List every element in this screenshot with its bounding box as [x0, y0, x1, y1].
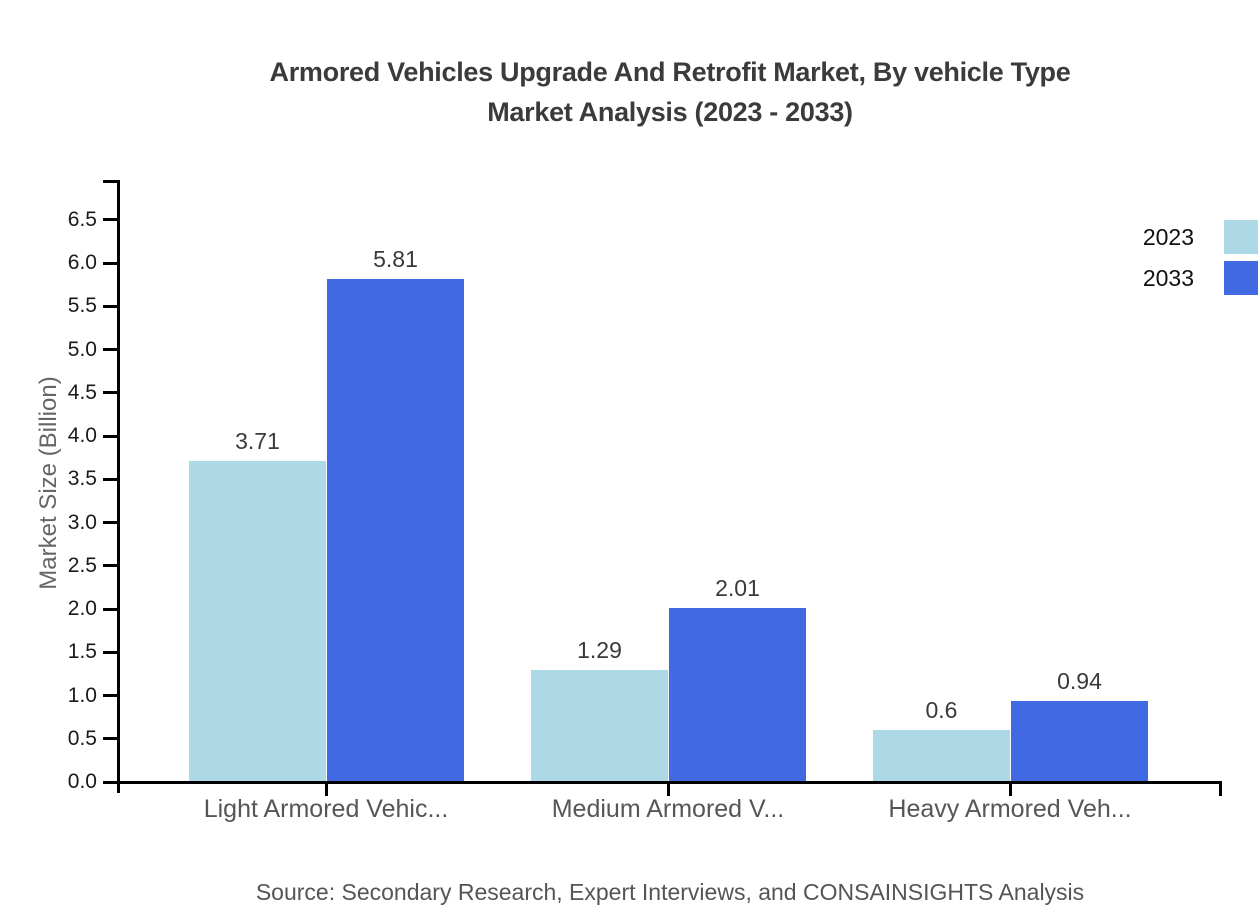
y-tick-label: 4.0: [67, 424, 97, 448]
chart-title: Armored Vehicles Upgrade And Retrofit Ma…: [80, 52, 1260, 132]
y-tick: [103, 694, 117, 697]
y-tick-label: 5.5: [67, 294, 97, 318]
chart-title-line-2: Market Analysis (2023 - 2033): [487, 97, 853, 127]
x-tick: [324, 784, 328, 796]
y-tick: [103, 607, 117, 611]
x-tick: [1008, 784, 1012, 796]
legend-item-2023: 2023: [1143, 220, 1258, 254]
legend-swatch-icon: [1224, 220, 1258, 254]
x-tick: [666, 784, 670, 796]
bar-value-label: 5.81: [373, 246, 418, 273]
y-tick-label: 4.5: [67, 380, 97, 404]
bar-2033-1: [669, 608, 806, 782]
x-axis-right-cap: [1219, 784, 1222, 796]
bar-2023-0: [189, 461, 326, 782]
category-label: Medium Armored V...: [551, 795, 785, 823]
bar-value-label: 3.71: [235, 428, 280, 455]
y-tick: [103, 737, 117, 741]
y-tick: [103, 477, 117, 481]
y-tick-label: 3.0: [67, 510, 97, 534]
bar-2023-2: [873, 730, 1010, 782]
y-tick: [103, 348, 117, 352]
source-note: Source: Secondary Research, Expert Inter…: [255, 879, 1085, 905]
bar-value-label: 0.94: [1057, 667, 1102, 694]
y-tick: [103, 650, 117, 654]
bar-value-label: 2.01: [715, 575, 760, 602]
legend-item-2033: 2033: [1143, 261, 1258, 295]
bar-2023-1: [531, 670, 668, 782]
y-tick-label: 2.5: [67, 553, 97, 577]
y-tick: [103, 304, 117, 308]
bar-2033-2: [1011, 700, 1148, 782]
y-tick: [103, 521, 117, 525]
y-tick: [103, 218, 117, 222]
legend-label: 2023: [1142, 223, 1194, 250]
y-tick: [103, 564, 117, 568]
y-tick-label: 5.0: [67, 337, 97, 361]
y-tick-label: 6.5: [67, 207, 97, 231]
y-tick: [103, 261, 117, 265]
y-tick-label: 0.5: [67, 726, 97, 750]
y-tick-label: 1.0: [67, 683, 97, 707]
category-label: Light Armored Vehic...: [203, 795, 449, 823]
legend: 2023 2033: [1143, 220, 1258, 302]
category-label: Heavy Armored Veh...: [888, 795, 1132, 823]
y-tick: [103, 780, 117, 784]
y-tick: [103, 391, 117, 395]
x-axis-line: [117, 781, 1222, 784]
y-tick-label: 0.0: [67, 770, 97, 793]
legend-label: 2033: [1142, 264, 1194, 291]
legend-swatch-icon: [1224, 261, 1258, 295]
chart-title-line-1: Armored Vehicles Upgrade And Retrofit Ma…: [269, 57, 1071, 87]
y-axis-line: [117, 180, 120, 793]
bar-2033-0: [327, 279, 464, 782]
y-tick-label: 2.0: [67, 597, 97, 620]
y-tick: [103, 434, 117, 438]
y-tick-label: 1.5: [67, 640, 97, 664]
y-tick-label: 6.0: [67, 251, 97, 275]
y-tick-label: 3.5: [67, 467, 97, 491]
bar-value-label: 1.29: [577, 637, 622, 664]
bar-value-label: 0.6: [925, 697, 958, 724]
y-axis-top-cap: [103, 180, 117, 183]
